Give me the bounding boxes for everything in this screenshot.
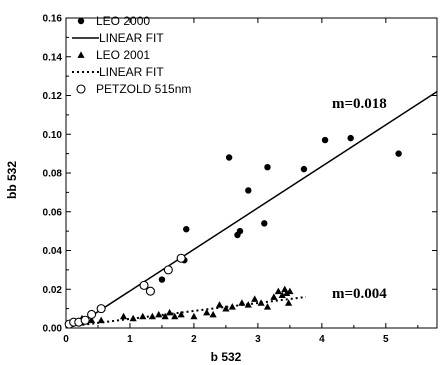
point-leo-2001	[222, 305, 230, 312]
point-leo-2001	[270, 293, 278, 300]
x-tick-label: 5	[383, 334, 389, 345]
point-leo-2001	[257, 299, 265, 306]
y-tick-label: 0.08	[43, 169, 63, 180]
legend-marker	[76, 84, 86, 94]
point-leo-2001	[278, 291, 286, 298]
point-leo-2001	[139, 312, 147, 320]
point-petzold-515nm	[176, 253, 186, 263]
x-tick-label: 0	[63, 334, 69, 345]
point-leo-2001	[285, 299, 293, 306]
point-leo-2001	[177, 310, 185, 318]
point-leo-2001	[238, 299, 246, 306]
point-leo-2001	[155, 310, 163, 318]
annotation-slope-2001: m=0.004	[332, 286, 387, 302]
x-axis-label: b 532	[211, 350, 242, 364]
point-petzold-515nm	[139, 280, 149, 290]
y-tick-label: 0.02	[43, 285, 63, 296]
point-leo-2001	[215, 301, 224, 308]
point-leo-2001	[119, 312, 128, 320]
point-leo-2001	[97, 316, 105, 324]
point-leo-2001	[228, 303, 236, 310]
x-tick-label: 2	[191, 334, 197, 345]
point-petzold-515nm	[80, 315, 90, 325]
y-tick-label: 0.14	[43, 52, 63, 63]
point-leo-2000	[261, 220, 268, 227]
point-leo-2001	[129, 314, 137, 322]
point-leo-2001	[203, 308, 211, 316]
point-leo-2000	[347, 134, 354, 142]
data-markers	[64, 134, 402, 329]
point-leo-2000	[183, 225, 190, 233]
point-leo-2001	[263, 303, 272, 310]
legend-marker	[77, 51, 85, 58]
fit-line-0	[78, 90, 438, 325]
point-leo-2000	[395, 150, 402, 157]
y-tick-label: 0.06	[43, 207, 63, 218]
point-leo-2001	[283, 289, 291, 297]
axes: 0 1 2 3 4 5 0.00 0.02 0.04 0.06 0.08 0.10 0.12 0.14 0.…	[43, 14, 438, 345]
point-leo-2000	[158, 276, 166, 283]
point-leo-2001	[87, 316, 96, 324]
point-leo-2000	[236, 227, 244, 235]
y-tick-label: 0.00	[43, 324, 63, 335]
legend-label: LEO 2001	[96, 48, 150, 62]
point-leo-2001	[209, 310, 217, 318]
y-tick-label: 0.12	[43, 91, 63, 102]
legend-label: LINEAR FIT	[99, 31, 164, 45]
y-tick-label: 0.04	[43, 246, 63, 257]
point-leo-2001	[171, 312, 179, 320]
point-leo-2001	[148, 312, 156, 320]
point-leo-2001	[161, 312, 169, 320]
point-leo-2000	[225, 154, 233, 161]
fit-line-1	[72, 296, 306, 328]
x-tick-label: 3	[255, 334, 261, 345]
point-leo-2001	[190, 312, 198, 320]
y-tick-label: 0.10	[43, 130, 63, 141]
point-leo-2001	[166, 308, 174, 316]
point-petzold-515nm	[87, 309, 97, 319]
legend-label: LEO 2000	[96, 14, 150, 28]
point-petzold-515nm	[145, 286, 155, 296]
x-tick-label: 4	[319, 334, 325, 345]
legend-label: PETZOLD 515nm	[96, 82, 191, 96]
fit-lines	[72, 90, 438, 328]
point-leo-2001	[244, 301, 252, 308]
point-leo-2000	[321, 136, 329, 144]
legend-label: LINEAR FIT	[99, 65, 164, 79]
point-petzold-515nm	[96, 304, 106, 314]
y-tick-label: 0.16	[43, 14, 63, 25]
point-leo-2001	[251, 295, 259, 302]
x-tick-label: 1	[127, 334, 133, 345]
y-axis-label: bb 532	[5, 161, 19, 199]
point-leo-2001	[286, 287, 294, 295]
annotation-slope-2000: m=0.018	[332, 96, 387, 112]
legend-marker	[77, 17, 85, 25]
point-leo-2000	[264, 163, 271, 171]
point-leo-2001	[274, 287, 282, 295]
point-leo-2000	[300, 165, 308, 173]
legend: LEO 2000 LINEAR FIT LEO 2001 LINEAR FIT PETZ…	[72, 14, 191, 96]
point-leo-2000	[245, 187, 252, 194]
point-petzold-515nm	[163, 265, 173, 275]
